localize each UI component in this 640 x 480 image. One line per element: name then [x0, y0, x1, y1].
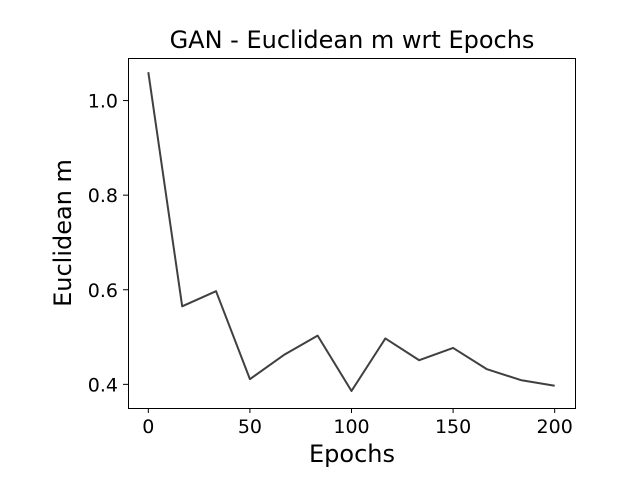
y-tick-label: 0.6 — [88, 280, 118, 302]
x-tick-label: 100 — [333, 416, 369, 438]
plot-area — [128, 58, 576, 409]
series-line — [147, 72, 555, 392]
y-axis-ticks: 0.4 0.6 0.8 1.0 — [88, 91, 128, 396]
y-tick-label: 0.8 — [88, 185, 118, 207]
x-tick-label: 50 — [238, 416, 262, 438]
x-axis-label: Epochs — [309, 440, 395, 468]
x-axis-ticks: 0 50 100 150 200 — [142, 408, 573, 438]
y-tick-label: 0.4 — [88, 374, 118, 396]
x-tick-label: 0 — [142, 416, 154, 438]
x-tick-label: 200 — [537, 416, 573, 438]
x-tick-label: 150 — [435, 416, 471, 438]
y-tick-label: 1.0 — [88, 91, 118, 113]
chart-title: GAN - Euclidean m wrt Epochs — [170, 26, 535, 54]
y-axis-label: Euclidean m — [49, 159, 77, 307]
plot-frame — [128, 58, 576, 409]
